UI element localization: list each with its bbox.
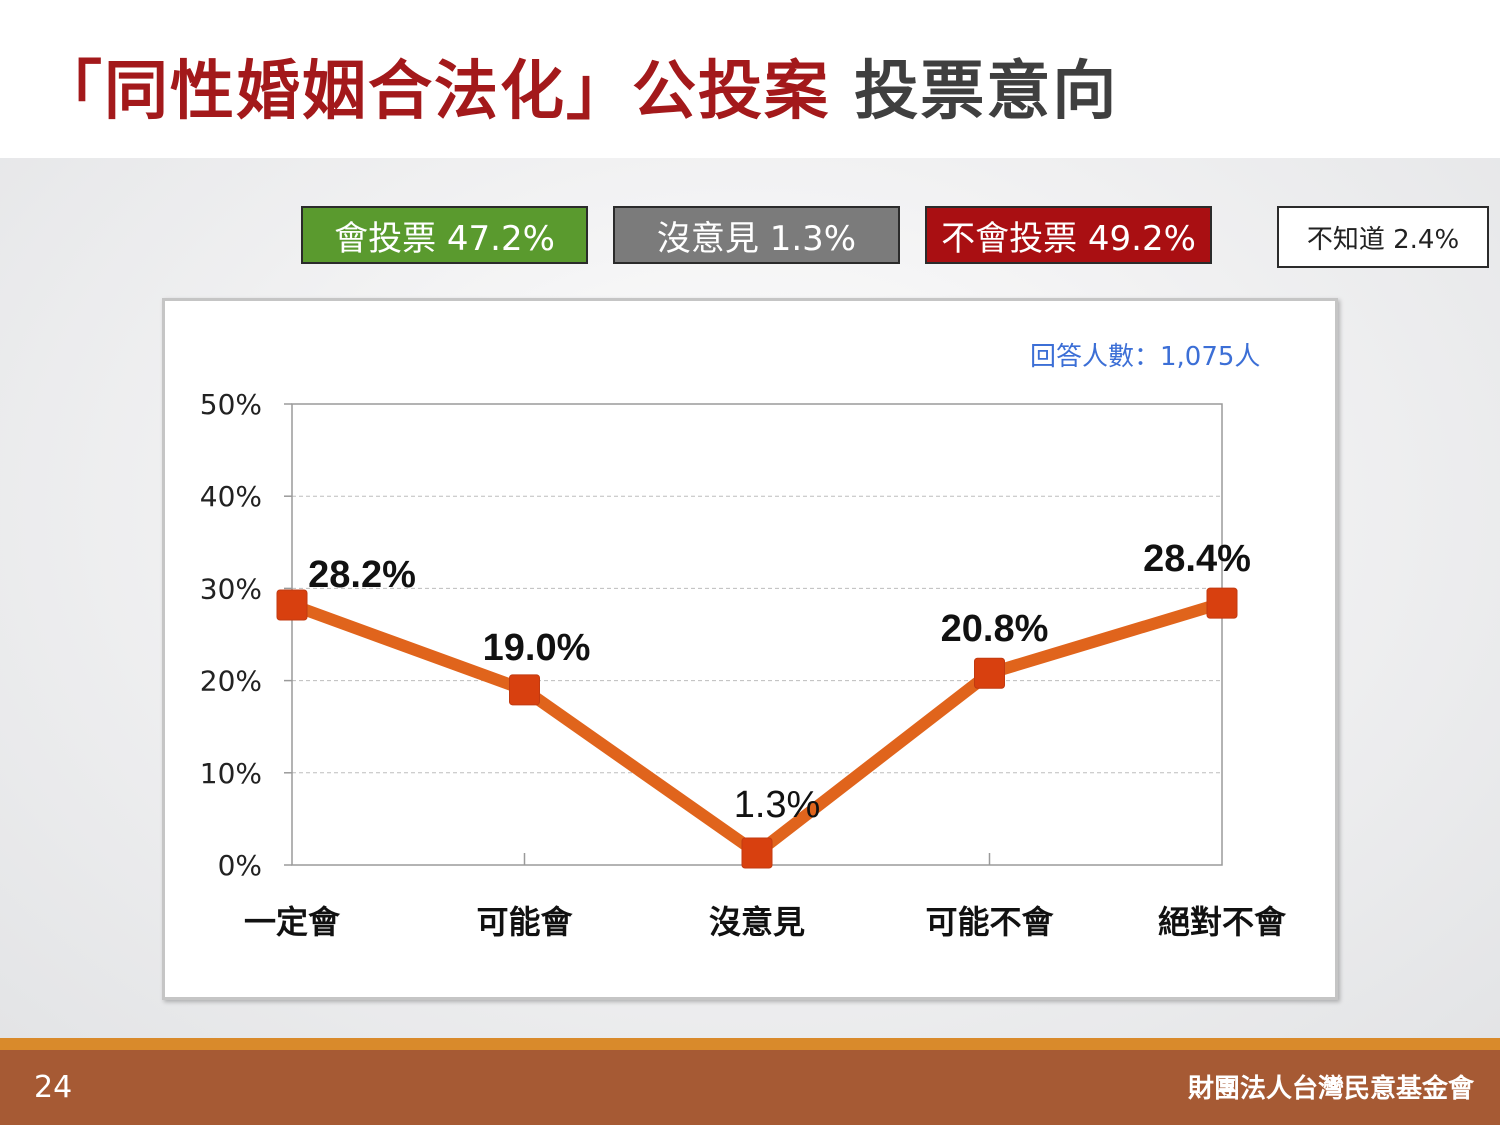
organization-name: 財團法人台灣民意基金會 [1187, 1074, 1474, 1104]
data-point-marker [1206, 587, 1238, 619]
x-category-label: 可能不會 [925, 903, 1054, 941]
footer-stripe [0, 1038, 1500, 1050]
y-tick-label: 50% [200, 388, 262, 421]
data-point-marker [974, 657, 1005, 689]
chart-frame [162, 298, 1338, 1000]
y-tick-label: 20% [200, 665, 262, 698]
data-point-marker [276, 589, 308, 621]
no-opinion-summary: 沒意見 1.3% [613, 206, 900, 264]
axis-layer: 0% 10% 20% 30% 40% 50% 一定會 可能會 沒意見 可能不會 絕對不會 [200, 388, 1287, 941]
will-not-vote-summary: 不會投票 49.2% [925, 206, 1212, 264]
y-tick-label: 0% [218, 849, 262, 882]
grid-layer [292, 495, 1222, 774]
y-tick-label: 40% [200, 480, 262, 513]
footer-bar [0, 1050, 1500, 1125]
will-vote-summary: 會投票 47.2% [301, 206, 588, 264]
data-label: 28.2% [308, 554, 416, 596]
page-number: 24 [34, 1070, 73, 1105]
dont-know-summary: 不知道 2.4% [1277, 206, 1489, 268]
x-category-label: 絕對不會 [1158, 903, 1287, 941]
slide-title: 「同性婚姻合法化」公投案 投票意向 [38, 40, 1118, 132]
respondent-count: 回答人數：1,075人 [1030, 342, 1261, 372]
y-tick-label: 30% [200, 572, 262, 605]
y-tick-label: 10% [200, 757, 262, 790]
data-label: 19.0% [483, 627, 591, 669]
data-label: 28.4% [1143, 538, 1251, 580]
title-red-part: 「同性婚姻合法化」公投案 [38, 55, 830, 129]
title-gray-part: 投票意向 [854, 55, 1119, 129]
x-category-label: 沒意見 [709, 903, 805, 941]
label-layer: 28.2% 19.0% 1.3% 20.8% 28.4% [308, 538, 1251, 826]
title-bar: 「同性婚姻合法化」公投案 投票意向 [0, 0, 1500, 158]
x-category-label: 一定會 [244, 903, 341, 941]
data-point-marker [509, 674, 540, 706]
x-category-label: 可能會 [476, 903, 573, 941]
data-label: 20.8% [941, 608, 1049, 650]
data-label: 1.3% [734, 784, 821, 826]
series-layer [276, 587, 1238, 869]
data-point-marker [741, 837, 773, 869]
